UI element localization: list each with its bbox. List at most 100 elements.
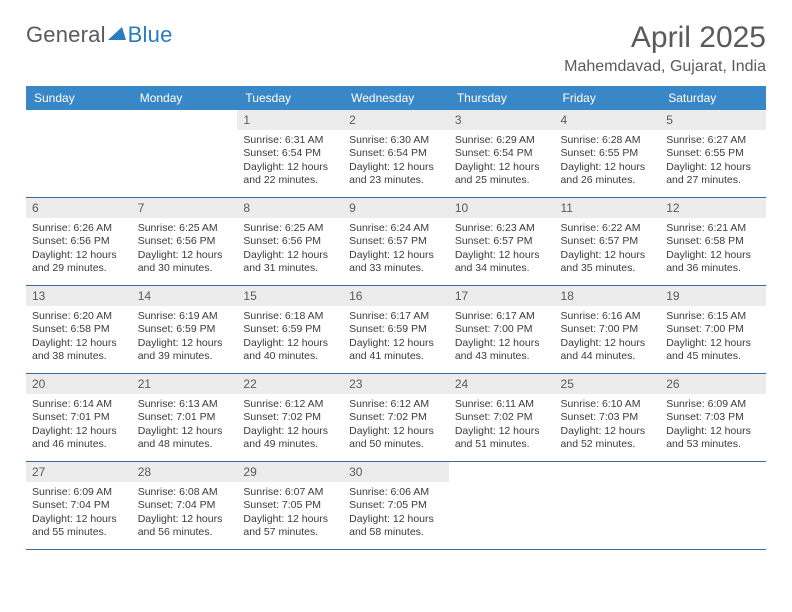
- daylight-line: Daylight: 12 hours and 46 minutes.: [32, 425, 126, 452]
- sunset-line: Sunset: 6:56 PM: [32, 235, 126, 249]
- sunset-line: Sunset: 7:02 PM: [349, 411, 443, 425]
- day-number: 29: [237, 462, 343, 482]
- daylight-line: Daylight: 12 hours and 26 minutes.: [561, 161, 655, 188]
- sunset-line: Sunset: 6:59 PM: [243, 323, 337, 337]
- calendar-row: 27Sunrise: 6:09 AMSunset: 7:04 PMDayligh…: [26, 462, 766, 550]
- sunset-line: Sunset: 7:03 PM: [561, 411, 655, 425]
- calendar-cell: 18Sunrise: 6:16 AMSunset: 7:00 PMDayligh…: [555, 286, 661, 374]
- day-number: 4: [555, 110, 661, 130]
- calendar-cell: [26, 110, 132, 198]
- sunrise-line: Sunrise: 6:17 AM: [455, 310, 549, 324]
- calendar-row: 13Sunrise: 6:20 AMSunset: 6:58 PMDayligh…: [26, 286, 766, 374]
- header: General Blue April 2025 Mahemdavad, Guja…: [26, 22, 766, 76]
- day-number: 3: [449, 110, 555, 130]
- sunrise-line: Sunrise: 6:25 AM: [243, 222, 337, 236]
- day-number: 26: [660, 374, 766, 394]
- day-number: 2: [343, 110, 449, 130]
- daylight-line: Daylight: 12 hours and 43 minutes.: [455, 337, 549, 364]
- calendar-cell: 11Sunrise: 6:22 AMSunset: 6:57 PMDayligh…: [555, 198, 661, 286]
- sunrise-line: Sunrise: 6:24 AM: [349, 222, 443, 236]
- sunset-line: Sunset: 6:55 PM: [561, 147, 655, 161]
- calendar-cell: 6Sunrise: 6:26 AMSunset: 6:56 PMDaylight…: [26, 198, 132, 286]
- calendar-cell: 15Sunrise: 6:18 AMSunset: 6:59 PMDayligh…: [237, 286, 343, 374]
- day-number: 28: [132, 462, 238, 482]
- daylight-line: Daylight: 12 hours and 53 minutes.: [666, 425, 760, 452]
- page-subtitle: Mahemdavad, Gujarat, India: [564, 58, 766, 76]
- weekday-header: Saturday: [660, 86, 766, 110]
- sunset-line: Sunset: 6:57 PM: [349, 235, 443, 249]
- calendar-row: 1Sunrise: 6:31 AMSunset: 6:54 PMDaylight…: [26, 110, 766, 198]
- day-number: 5: [660, 110, 766, 130]
- calendar-cell: 29 Sunrise: 6:07 AMSunset: 7:05 PMDayligh…: [237, 462, 343, 550]
- sunrise-line: Sunrise: 6:12 AM: [349, 398, 443, 412]
- daylight-line: Daylight: 12 hours and 36 minutes.: [666, 249, 760, 276]
- sunrise-line: Sunrise: 6:26 AM: [32, 222, 126, 236]
- sunset-line: Sunset: 6:59 PM: [138, 323, 232, 337]
- sunrise-line: Sunrise: 6:20 AM: [32, 310, 126, 324]
- calendar-cell: 4Sunrise: 6:28 AMSunset: 6:55 PMDaylight…: [555, 110, 661, 198]
- weekday-header: Thursday: [449, 86, 555, 110]
- day-number: 25: [555, 374, 661, 394]
- daylight-line: Daylight: 12 hours and 51 minutes.: [455, 425, 549, 452]
- sunset-line: Sunset: 6:58 PM: [32, 323, 126, 337]
- sunset-line: Sunset: 6:54 PM: [243, 147, 337, 161]
- weekday-header: Wednesday: [343, 86, 449, 110]
- sunset-line: Sunset: 6:59 PM: [349, 323, 443, 337]
- sunrise-line: Sunrise: 6:22 AM: [561, 222, 655, 236]
- daylight-line: Daylight: 12 hours and 44 minutes.: [561, 337, 655, 364]
- day-number: 6: [26, 198, 132, 218]
- daylight-line: Daylight: 12 hours and 39 minutes.: [138, 337, 232, 364]
- calendar-cell: 23Sunrise: 6:12 AMSunset: 7:02 PMDayligh…: [343, 374, 449, 462]
- day-number: 17: [449, 286, 555, 306]
- sunrise-line: Sunrise: 6:30 AM: [349, 134, 443, 148]
- daylight-line: Daylight: 12 hours and 55 minutes.: [32, 513, 126, 540]
- calendar-cell: 10Sunrise: 6:23 AMSunset: 6:57 PMDayligh…: [449, 198, 555, 286]
- sunrise-line: Sunrise: 6:27 AM: [666, 134, 760, 148]
- day-number: 13: [26, 286, 132, 306]
- sunrise-line: Sunrise: 6:14 AM: [32, 398, 126, 412]
- daylight-line: Daylight: 12 hours and 25 minutes.: [455, 161, 549, 188]
- sunrise-line: Sunrise: 6:08 AM: [138, 486, 232, 500]
- sunset-line: Sunset: 7:05 PM: [349, 499, 443, 513]
- logo-word-2: Blue: [128, 22, 173, 48]
- calendar-cell: 25Sunrise: 6:10 AMSunset: 7:03 PMDayligh…: [555, 374, 661, 462]
- sunrise-line: Sunrise: 6:31 AM: [243, 134, 337, 148]
- daylight-line: Daylight: 12 hours and 34 minutes.: [455, 249, 549, 276]
- title-block: April 2025 Mahemdavad, Gujarat, India: [564, 22, 766, 76]
- sunrise-line: Sunrise: 6:07 AM: [243, 486, 337, 500]
- sunrise-line: Sunrise: 6:16 AM: [561, 310, 655, 324]
- sunset-line: Sunset: 7:05 PM: [243, 499, 337, 513]
- daylight-line: Daylight: 12 hours and 57 minutes.: [243, 513, 337, 540]
- calendar-cell: 16Sunrise: 6:17 AMSunset: 6:59 PMDayligh…: [343, 286, 449, 374]
- day-number: 7: [132, 198, 238, 218]
- sunrise-line: Sunrise: 6:06 AM: [349, 486, 443, 500]
- calendar-cell: 19Sunrise: 6:15 AMSunset: 7:00 PMDayligh…: [660, 286, 766, 374]
- sunset-line: Sunset: 7:02 PM: [243, 411, 337, 425]
- day-number: 16: [343, 286, 449, 306]
- daylight-line: Daylight: 12 hours and 41 minutes.: [349, 337, 443, 364]
- sunset-line: Sunset: 6:57 PM: [455, 235, 549, 249]
- day-number: 30: [343, 462, 449, 482]
- daylight-line: Daylight: 12 hours and 33 minutes.: [349, 249, 443, 276]
- sunrise-line: Sunrise: 6:11 AM: [455, 398, 549, 412]
- sunset-line: Sunset: 6:56 PM: [243, 235, 337, 249]
- weekday-header-row: Sunday Monday Tuesday Wednesday Thursday…: [26, 86, 766, 110]
- sunset-line: Sunset: 7:04 PM: [138, 499, 232, 513]
- calendar-cell: 20Sunrise: 6:14 AMSunset: 7:01 PMDayligh…: [26, 374, 132, 462]
- sunrise-line: Sunrise: 6:15 AM: [666, 310, 760, 324]
- day-number: 9: [343, 198, 449, 218]
- day-number: 11: [555, 198, 661, 218]
- daylight-line: Daylight: 12 hours and 58 minutes.: [349, 513, 443, 540]
- sunrise-line: Sunrise: 6:10 AM: [561, 398, 655, 412]
- sunrise-line: Sunrise: 6:12 AM: [243, 398, 337, 412]
- calendar-body: 1Sunrise: 6:31 AMSunset: 6:54 PMDaylight…: [26, 110, 766, 550]
- sunset-line: Sunset: 6:55 PM: [666, 147, 760, 161]
- calendar-table: Sunday Monday Tuesday Wednesday Thursday…: [26, 86, 766, 550]
- daylight-line: Daylight: 12 hours and 31 minutes.: [243, 249, 337, 276]
- day-number: 10: [449, 198, 555, 218]
- calendar-cell: 27Sunrise: 6:09 AMSunset: 7:04 PMDayligh…: [26, 462, 132, 550]
- daylight-line: Daylight: 12 hours and 38 minutes.: [32, 337, 126, 364]
- logo: General Blue: [26, 22, 173, 48]
- sunrise-line: Sunrise: 6:13 AM: [138, 398, 232, 412]
- calendar-cell: [132, 110, 238, 198]
